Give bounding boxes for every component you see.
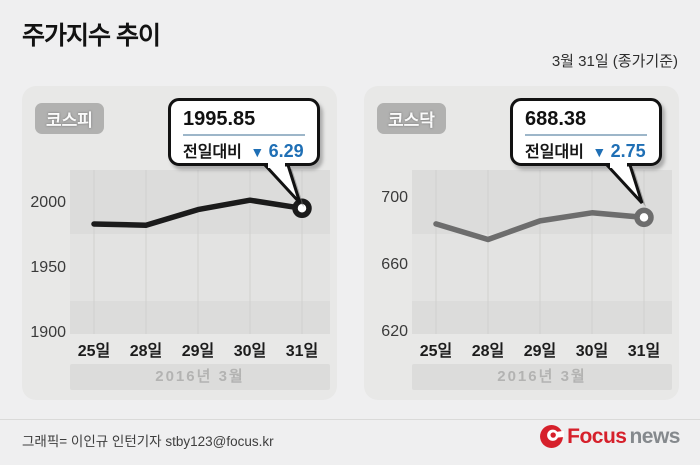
footer-credit: 그래픽= 이인규 인턴기자 stby123@focus.kr <box>22 434 274 449</box>
month-band: 2016년 3월 <box>412 364 672 390</box>
plot-stripe <box>70 234 330 301</box>
x-axis-label: 28일 <box>129 343 163 360</box>
month-band: 2016년 3월 <box>70 364 330 390</box>
y-axis-tick: 2000 <box>30 193 66 211</box>
callout-change-row: 전일대비 ▼ 6.29 <box>183 139 307 165</box>
last-point-marker <box>634 207 654 228</box>
callout-label: 전일대비 <box>183 144 242 161</box>
x-axis-label: 25일 <box>77 343 111 360</box>
plot-stripe <box>412 234 672 301</box>
footer-divider <box>0 419 700 420</box>
callout-delta: 2.75 <box>610 141 646 161</box>
kospi-panel: 코스피 1995.85 전일대비 ▼ 6.29 2000 1950 1900 2… <box>22 86 337 400</box>
kospi-line-chart <box>91 170 312 334</box>
kosdaq-callout: 688.38 전일대비 ▼ 2.75 <box>510 98 662 166</box>
callout-divider <box>183 134 305 136</box>
kosdaq-panel: 코스닥 688.38 전일대비 ▼ 2.75 700 660 620 25일 <box>364 86 679 400</box>
callout-label: 전일대비 <box>525 144 584 161</box>
callout-value: 1995.85 <box>183 108 256 130</box>
y-axis-tick: 660 <box>381 255 408 273</box>
x-axis-label: 31일 <box>627 343 661 360</box>
x-axis: 25일 28일 29일 30일 31일 <box>70 337 330 360</box>
logo-text-news: news <box>629 424 680 448</box>
callout-divider <box>525 134 647 136</box>
y-axis-tick: 700 <box>381 188 408 206</box>
date-note: 3월 31일 (종가기준) <box>551 53 678 70</box>
logo-text-focus: Focus <box>567 424 627 448</box>
y-axis-tick: 1950 <box>30 258 66 276</box>
callout-tail <box>603 163 646 207</box>
down-triangle-icon: ▼ <box>592 144 607 160</box>
callout-tail <box>261 163 304 207</box>
x-axis-label: 30일 <box>233 343 267 360</box>
y-axis-tick: 1900 <box>30 323 66 341</box>
kosdaq-plot-area <box>412 170 672 334</box>
plot-stripe <box>70 301 330 334</box>
focusnews-logo: Focus news <box>539 424 680 449</box>
plot-stripe <box>412 301 672 334</box>
callout-change-row: 전일대비 ▼ 2.75 <box>525 139 649 165</box>
kosdaq-line-chart <box>433 170 654 334</box>
page-title: 주가지수 추이 <box>22 22 161 50</box>
callout-delta: 6.29 <box>268 141 304 161</box>
kospi-badge: 코스피 <box>35 103 104 134</box>
x-axis-label: 30일 <box>575 343 609 360</box>
y-axis-tick: 620 <box>381 322 408 340</box>
x-axis-label: 28일 <box>471 343 505 360</box>
kosdaq-badge: 코스닥 <box>377 103 446 134</box>
callout-value: 688.38 <box>525 108 587 130</box>
x-axis-label: 29일 <box>523 343 557 360</box>
x-axis-label: 29일 <box>181 343 215 360</box>
focus-logo-icon <box>540 425 565 448</box>
kospi-callout: 1995.85 전일대비 ▼ 6.29 <box>168 98 320 166</box>
x-axis-label: 25일 <box>419 343 453 360</box>
x-axis-label: 31일 <box>285 343 319 360</box>
x-axis: 25일 28일 29일 30일 31일 <box>412 337 672 360</box>
down-triangle-icon: ▼ <box>250 144 265 160</box>
